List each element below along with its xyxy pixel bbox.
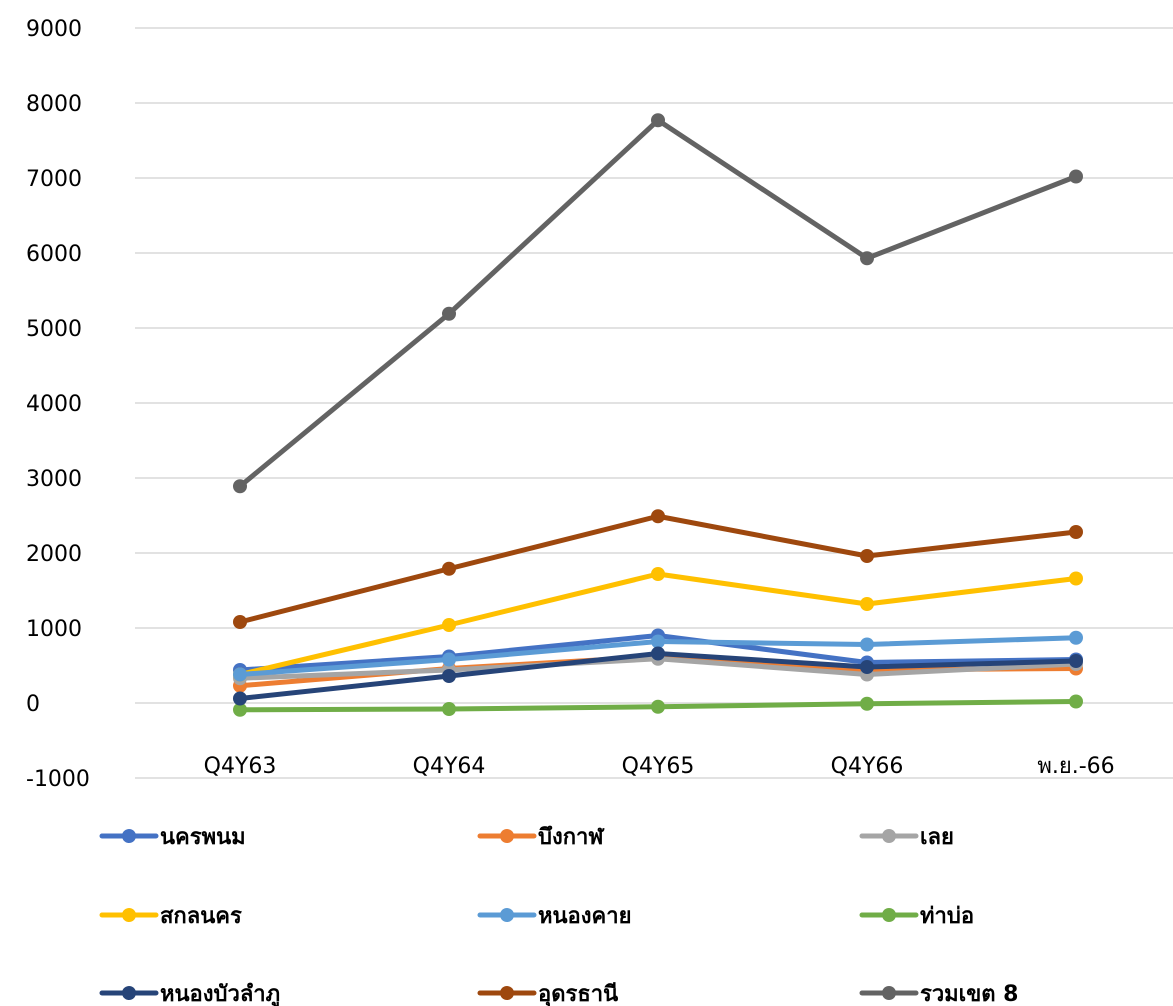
legend-item: ท่าบ่อ [859,904,974,929]
y-tick-label: 2000 [26,542,82,567]
legend-swatch-marker [122,986,136,1000]
data-point [442,306,456,321]
data-point [442,669,456,683]
data-point [442,618,456,632]
x-tick-label: Q4Y64 [413,754,486,779]
data-point [1069,525,1083,539]
data-point [1069,630,1083,645]
legend-item: บึงกาฬ [477,825,605,850]
x-axis-tick-labels: Q4Y63 Q4Y64 Q4Y65 Q4Y66 พ.ย.-66 [204,754,1115,779]
y-tick-label: 1000 [26,617,82,642]
data-point [860,549,874,563]
legend-item: สกลนคร [99,904,242,929]
data-point [651,646,665,661]
legend-label: บึงกาฬ [538,825,605,850]
y-tick-label: 3000 [26,467,82,492]
y-axis-tick-labels: 9000 8000 7000 6000 5000 4000 3000 2000 1000 0 -10… [26,17,90,792]
legend-item: หนองบัวลำภู [99,982,280,1006]
data-point [860,660,874,674]
legend-swatch-marker [122,829,136,843]
data-point [233,615,247,629]
x-tick-label: Q4Y63 [204,754,277,779]
data-point [860,696,874,711]
data-point [1069,571,1083,586]
data-point [860,637,874,652]
legend-label: หนองบัวลำภู [160,982,280,1006]
y-tick-label: -1000 [26,767,90,792]
series-line [237,117,1079,489]
data-point [233,667,247,682]
y-tick-label: 0 [26,692,40,717]
legend-swatch-marker [882,986,896,1000]
data-point [442,702,456,716]
legend-label: รวมเขต 8 [920,982,1018,1006]
data-point [442,652,456,667]
series-8 [233,509,1083,629]
legend-item: อุดรธานี [477,982,618,1006]
series-lines [233,113,1083,717]
legend-swatch-marker [500,986,514,1000]
legend-label: เลย [920,825,954,850]
legend-swatch-marker [122,908,136,922]
series-5 [233,630,1083,682]
data-point [651,699,665,714]
y-tick-label: 8000 [26,92,82,117]
y-tick-label: 9000 [26,17,82,42]
data-point [233,479,247,494]
legend-label: ท่าบ่อ [920,904,974,929]
legend-swatch-marker [882,908,896,922]
data-point [1069,654,1083,668]
data-point [651,634,665,649]
x-tick-label: Q4Y65 [622,754,695,779]
legend-swatch-marker [500,829,514,843]
legend-label: หนองคาย [538,904,631,929]
data-point [1069,169,1083,184]
legend-item: เลย [859,825,954,850]
legend-swatch-marker [882,829,896,843]
y-tick-label: 6000 [26,242,82,267]
y-tick-label: 5000 [26,317,82,342]
legend-swatch-marker [500,908,514,922]
data-point [233,702,247,717]
data-point [651,509,665,524]
series-7 [233,646,1083,706]
legend-label: อุดรธานี [538,982,618,1006]
data-point [233,691,247,706]
data-point [1069,694,1083,709]
y-tick-label: 7000 [26,167,82,192]
series-9 [233,113,1083,494]
legend-item: หนองคาย [477,904,631,929]
data-point [442,561,456,576]
data-point [860,597,874,611]
x-tick-label: พ.ย.-66 [1037,754,1114,779]
series-6 [233,694,1083,717]
legend-label: นครพนม [160,825,246,850]
data-point [651,567,665,581]
legend-item: รวมเขต 8 [859,982,1018,1006]
data-point [860,251,874,266]
legend-item: นครพนม [99,825,246,850]
data-point [651,113,665,128]
y-tick-label: 4000 [26,392,82,417]
legend-label: สกลนคร [160,904,242,929]
x-tick-label: Q4Y66 [831,754,904,779]
